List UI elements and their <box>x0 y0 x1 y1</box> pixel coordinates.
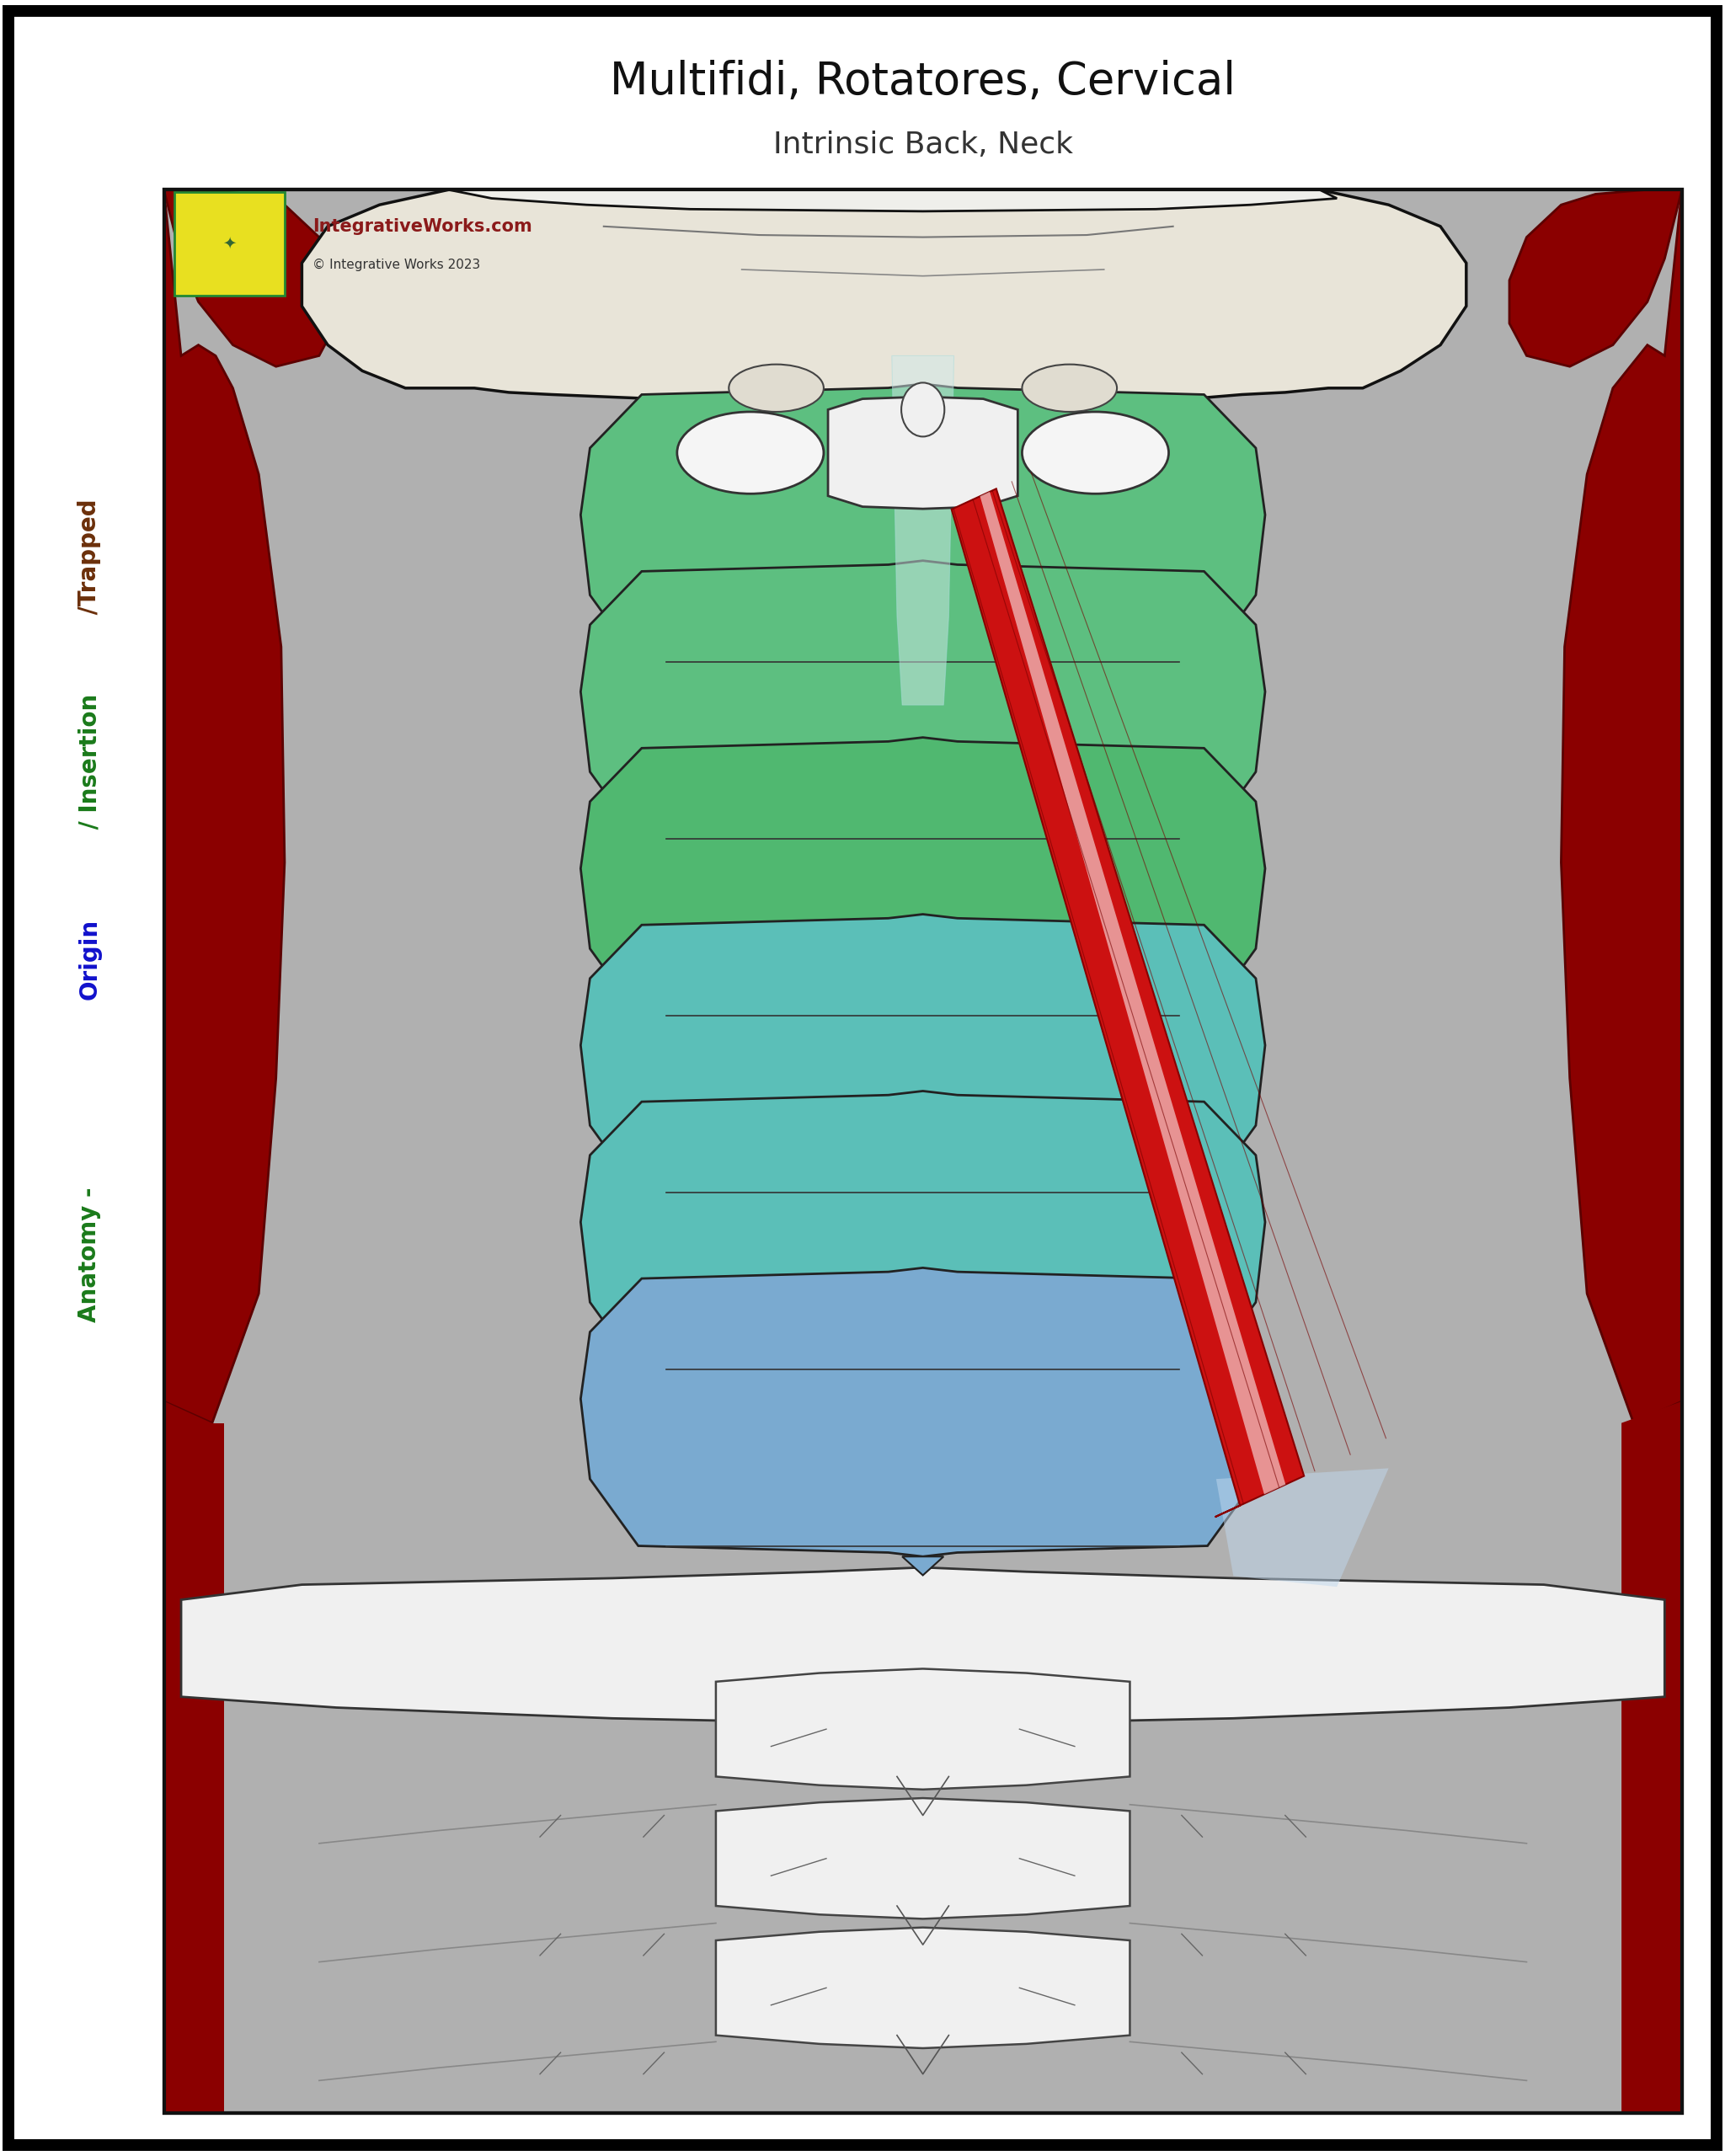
Polygon shape <box>581 384 1264 673</box>
Polygon shape <box>716 1669 1130 1789</box>
Ellipse shape <box>1021 412 1170 494</box>
Text: © Integrative Works 2023: © Integrative Works 2023 <box>312 259 480 272</box>
Polygon shape <box>716 1798 1130 1919</box>
FancyBboxPatch shape <box>164 190 1682 2113</box>
Polygon shape <box>581 1091 1264 1380</box>
Polygon shape <box>902 1380 944 1399</box>
Polygon shape <box>902 1203 944 1222</box>
Polygon shape <box>581 1268 1264 1557</box>
Polygon shape <box>581 561 1264 849</box>
FancyBboxPatch shape <box>174 192 285 295</box>
Polygon shape <box>164 1401 224 2113</box>
Text: Multifidi, Rotatores, Cervical: Multifidi, Rotatores, Cervical <box>611 60 1235 103</box>
Polygon shape <box>828 397 1018 509</box>
Polygon shape <box>448 190 1337 211</box>
Text: Origin: Origin <box>78 918 102 1000</box>
Polygon shape <box>581 737 1264 1026</box>
Polygon shape <box>902 673 944 692</box>
Polygon shape <box>1622 1401 1682 2113</box>
Polygon shape <box>164 190 285 1423</box>
Polygon shape <box>902 1026 944 1046</box>
Polygon shape <box>902 849 944 869</box>
Ellipse shape <box>1021 364 1118 412</box>
Polygon shape <box>1509 190 1682 367</box>
Text: IntegrativeWorks.com: IntegrativeWorks.com <box>312 218 531 235</box>
Polygon shape <box>980 492 1285 1494</box>
Polygon shape <box>892 356 954 705</box>
Text: / Insertion: / Insertion <box>78 694 102 837</box>
Polygon shape <box>1216 1468 1389 1587</box>
Text: /Trapped: /Trapped <box>78 498 102 623</box>
Polygon shape <box>302 190 1466 405</box>
Polygon shape <box>164 190 336 367</box>
Ellipse shape <box>900 384 945 436</box>
Polygon shape <box>952 489 1304 1518</box>
Ellipse shape <box>728 364 825 412</box>
Polygon shape <box>181 1567 1665 1729</box>
Text: ✦: ✦ <box>223 235 236 252</box>
Polygon shape <box>716 1927 1130 2048</box>
Text: Intrinsic Back, Neck: Intrinsic Back, Neck <box>773 129 1073 160</box>
Ellipse shape <box>678 412 825 494</box>
Polygon shape <box>581 914 1264 1203</box>
Polygon shape <box>1561 190 1682 1423</box>
Text: Anatomy -: Anatomy - <box>78 1179 102 1322</box>
Polygon shape <box>902 1557 944 1576</box>
